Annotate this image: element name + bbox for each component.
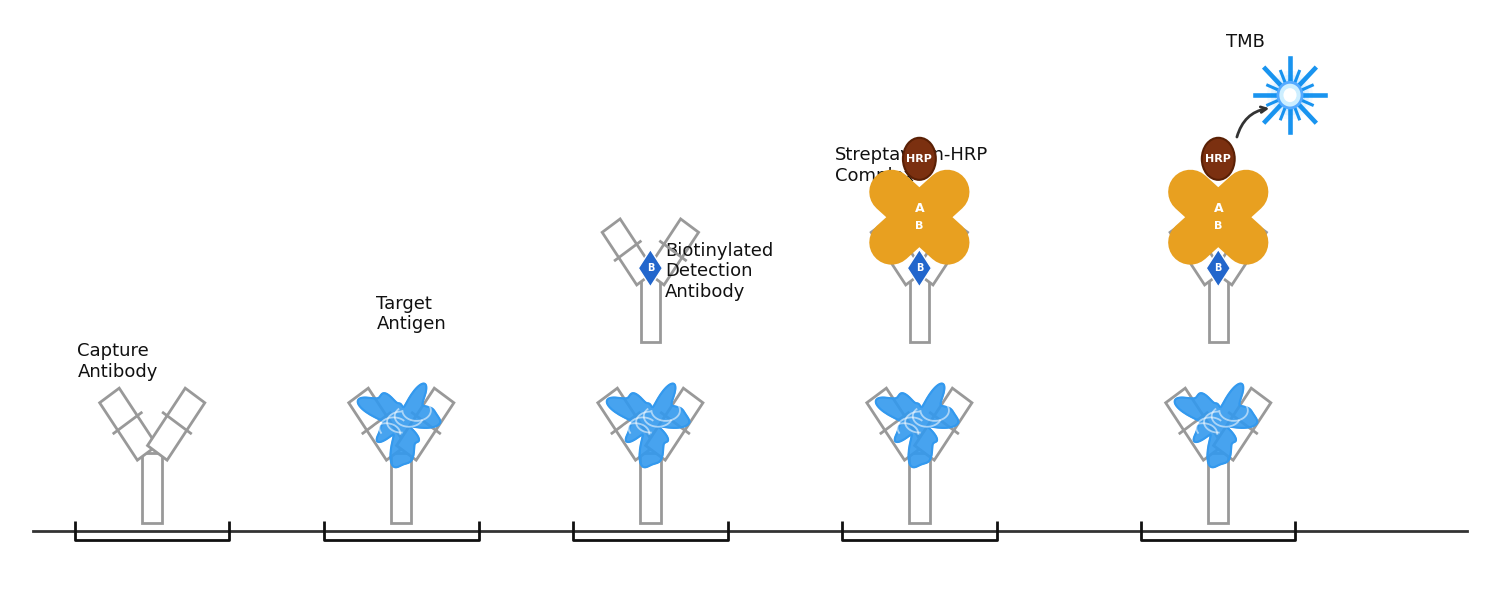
Bar — [392, 453, 411, 523]
Text: Target
Antigen: Target Antigen — [376, 295, 446, 334]
Ellipse shape — [1270, 74, 1310, 116]
Polygon shape — [871, 219, 924, 285]
Bar — [640, 278, 660, 343]
Text: A: A — [915, 202, 924, 215]
Bar — [909, 453, 930, 523]
Text: B: B — [915, 263, 922, 273]
Bar — [1208, 453, 1228, 523]
Text: HRP: HRP — [906, 154, 933, 164]
Text: TMB: TMB — [1226, 32, 1264, 50]
Text: B: B — [646, 263, 654, 273]
Text: B: B — [1215, 263, 1222, 273]
Polygon shape — [915, 219, 968, 285]
Bar — [910, 278, 928, 343]
Text: Capture
Antibody: Capture Antibody — [78, 343, 158, 381]
Polygon shape — [1214, 219, 1266, 285]
Polygon shape — [1170, 219, 1222, 285]
Text: HRP: HRP — [1206, 154, 1231, 164]
Polygon shape — [598, 388, 656, 460]
Polygon shape — [646, 219, 699, 285]
Polygon shape — [1166, 388, 1222, 460]
Ellipse shape — [1268, 71, 1312, 119]
Bar — [1209, 278, 1227, 343]
Polygon shape — [915, 388, 972, 460]
Text: B: B — [1214, 221, 1222, 230]
Text: B: B — [915, 221, 924, 230]
Polygon shape — [396, 388, 454, 460]
Polygon shape — [908, 250, 932, 287]
Circle shape — [1278, 82, 1302, 108]
Text: A: A — [1214, 202, 1222, 215]
Ellipse shape — [1202, 138, 1234, 180]
Bar — [142, 453, 162, 523]
Polygon shape — [348, 388, 406, 460]
Text: Biotinylated
Detection
Antibody: Biotinylated Detection Antibody — [666, 242, 774, 301]
Text: Streptavidin-HRP
Complex: Streptavidin-HRP Complex — [834, 146, 989, 185]
Polygon shape — [608, 383, 690, 467]
Circle shape — [1284, 88, 1296, 102]
Polygon shape — [99, 388, 158, 460]
Ellipse shape — [1275, 79, 1305, 112]
Bar — [640, 453, 660, 523]
Polygon shape — [602, 219, 654, 285]
Polygon shape — [1206, 250, 1230, 287]
Polygon shape — [876, 383, 959, 467]
Polygon shape — [867, 388, 924, 460]
Polygon shape — [147, 388, 206, 460]
Polygon shape — [357, 383, 440, 467]
Polygon shape — [645, 388, 704, 460]
Ellipse shape — [903, 138, 936, 180]
Polygon shape — [639, 250, 663, 287]
Polygon shape — [1214, 388, 1270, 460]
Polygon shape — [1174, 383, 1257, 467]
